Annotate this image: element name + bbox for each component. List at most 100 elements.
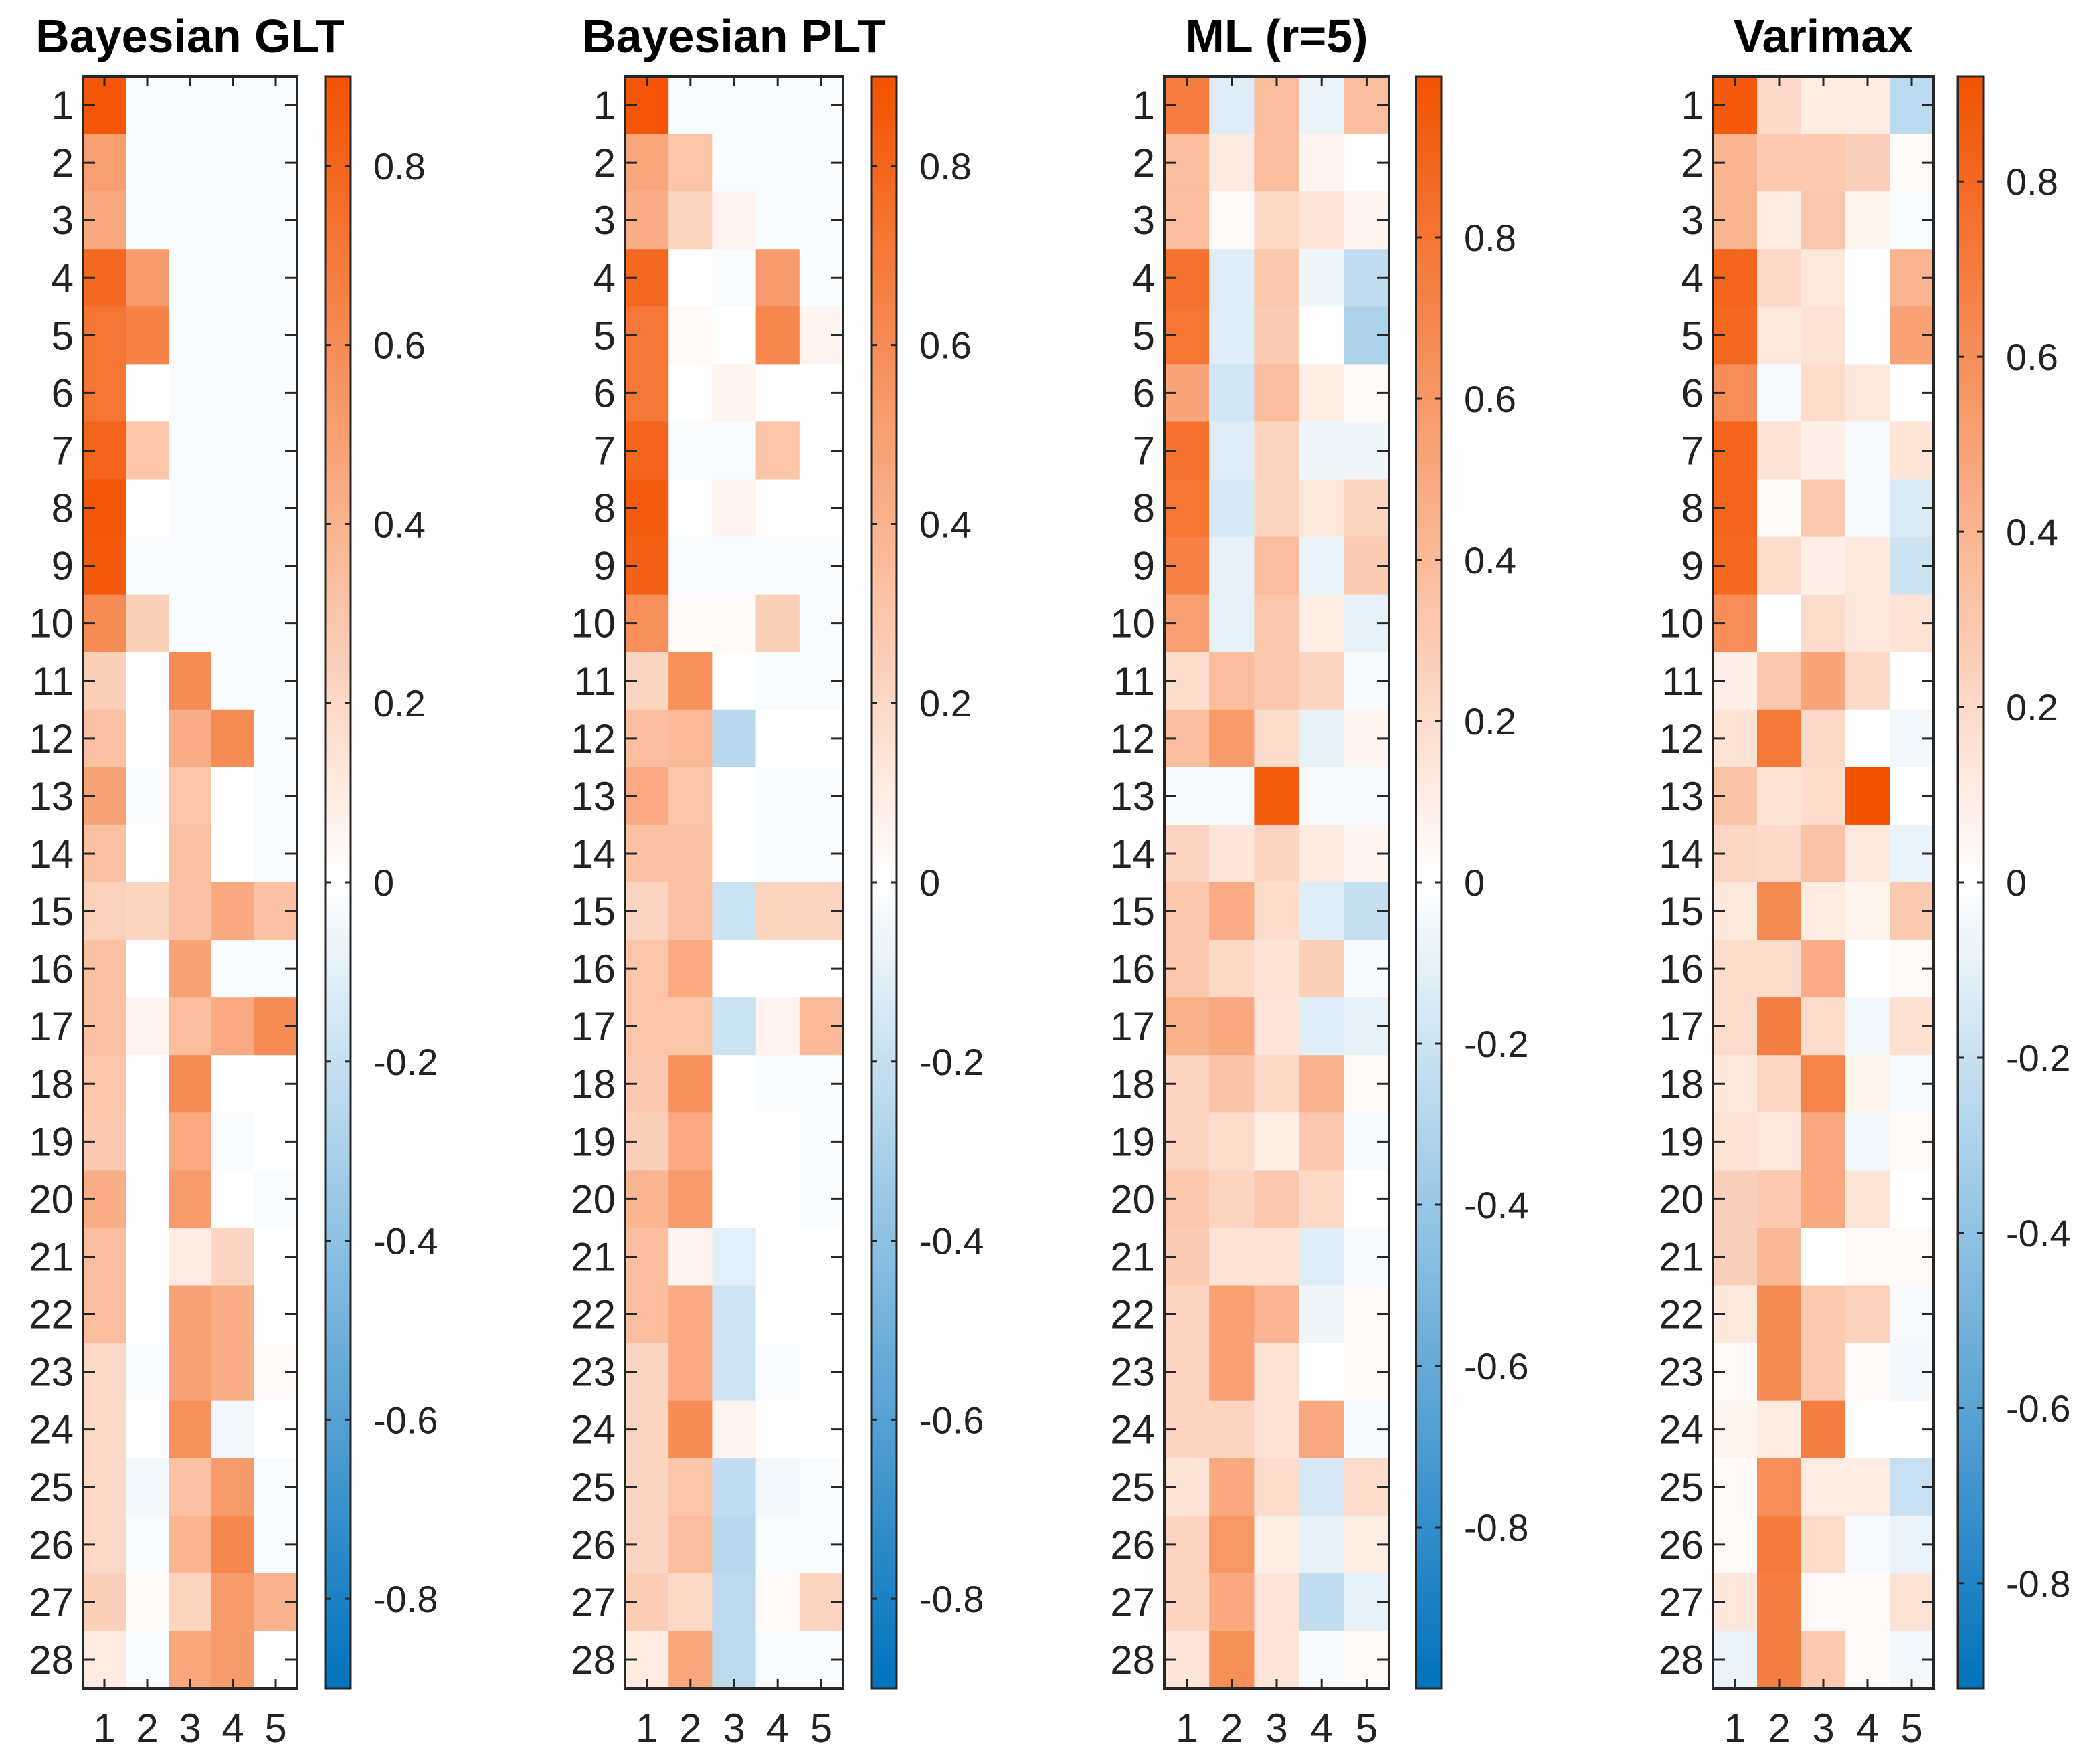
heatmap-cell <box>755 882 800 941</box>
row-tick-label: 5 <box>1681 313 1704 358</box>
heatmap-cell <box>712 1228 757 1286</box>
heatmap-cell <box>1845 1112 1890 1171</box>
heatmap-cell <box>211 824 255 883</box>
heatmap-cell <box>712 1285 757 1344</box>
heatmap-cell <box>668 1400 713 1459</box>
heatmap-cell <box>668 1170 713 1229</box>
heatmap-cell <box>1254 997 1300 1056</box>
heatmap-cell <box>1299 1228 1345 1286</box>
heatmap-cell <box>169 709 212 768</box>
heatmap-cell <box>712 997 757 1056</box>
heatmap-cell <box>755 652 800 710</box>
heatmap-cell <box>1845 249 1890 307</box>
heatmap-cell <box>1209 421 1255 480</box>
heatmap-cell <box>755 1055 800 1113</box>
heatmap-cell <box>1299 1515 1345 1574</box>
heatmap-cell <box>211 364 255 423</box>
heatmap-cell <box>755 306 800 365</box>
heatmap-cell <box>211 421 255 480</box>
heatmap-cell <box>126 1343 169 1401</box>
heatmap-cell <box>1757 421 1802 480</box>
heatmap-cell <box>1845 306 1890 365</box>
row-tick-label: 18 <box>1659 1062 1704 1106</box>
heatmap-cell <box>1801 249 1846 307</box>
heatmap-cell <box>169 767 212 825</box>
heatmap-cell <box>1845 824 1890 883</box>
heatmap-cell <box>1845 940 1890 998</box>
heatmap-cell <box>1801 1055 1846 1113</box>
heatmap-cell <box>1254 1112 1300 1171</box>
row-tick-label: 17 <box>571 1004 616 1049</box>
row-tick-label: 23 <box>29 1350 74 1395</box>
colorbar-tick-label: -0.8 <box>919 1578 984 1620</box>
col-tick-label: 4 <box>1856 1706 1878 1751</box>
heatmap-cell <box>1209 1170 1255 1229</box>
heatmap-cell <box>126 249 169 307</box>
row-tick-label: 11 <box>1662 659 1704 704</box>
heatmap-cell <box>712 882 757 941</box>
heatmap-cell <box>211 594 255 653</box>
heatmap-cell <box>1299 249 1345 307</box>
col-tick-label: 2 <box>679 1706 701 1751</box>
colorbar-tick-label: -0.6 <box>919 1399 984 1441</box>
heatmap-cell <box>1299 1573 1345 1632</box>
colorbar-tick-label: -0.2 <box>2006 1037 2071 1079</box>
heatmap-cell <box>1845 536 1890 595</box>
heatmap-cell <box>755 191 800 250</box>
heatmap-cell <box>755 1285 800 1344</box>
row-tick-label: 21 <box>29 1234 74 1279</box>
row-tick-label: 24 <box>29 1407 74 1452</box>
colorbar-tick-label: 0.8 <box>373 145 426 187</box>
heatmap-cell <box>668 1285 713 1344</box>
heatmap-panel-1: Bayesian GLT1234567891011121314151617181… <box>29 10 438 1751</box>
heatmap-cell <box>211 1458 255 1516</box>
heatmap-cell <box>126 709 169 768</box>
colorbar-tick-label: 0.4 <box>2006 511 2058 553</box>
row-tick-label: 27 <box>29 1580 74 1625</box>
colorbar-tick-label: -0.6 <box>373 1399 438 1441</box>
heatmap-cell <box>1209 1400 1255 1459</box>
heatmap-cell <box>211 134 255 192</box>
heatmap-cell <box>712 134 757 192</box>
heatmap-cell <box>755 997 800 1056</box>
row-tick-label: 17 <box>29 1004 74 1049</box>
heatmap-cell <box>126 536 169 595</box>
row-tick-label: 1 <box>594 83 616 128</box>
heatmap-cell <box>712 1458 757 1516</box>
heatmap-cell <box>169 1343 212 1401</box>
colorbar-tick-label: -0.4 <box>1464 1184 1529 1226</box>
heatmap-cell <box>712 191 757 250</box>
heatmap-cell <box>1209 652 1255 710</box>
row-tick-label: 14 <box>29 831 74 876</box>
row-tick-label: 13 <box>29 774 74 819</box>
heatmap-cell <box>1254 1343 1300 1401</box>
heatmap-cell <box>1801 940 1846 998</box>
colorbar-tick-label: -0.2 <box>919 1041 984 1083</box>
row-tick-label: 3 <box>1133 198 1155 243</box>
heatmap-cell <box>1845 1285 1890 1344</box>
heatmap-cell <box>1209 1458 1255 1516</box>
col-tick-label: 4 <box>767 1706 789 1751</box>
col-tick-label: 4 <box>221 1706 244 1751</box>
heatmap-cell <box>755 364 800 423</box>
heatmap-cell <box>1299 652 1345 710</box>
row-tick-label: 6 <box>1681 371 1704 415</box>
heatmap-cell <box>211 1170 255 1229</box>
heatmap-cell <box>1299 191 1345 250</box>
row-tick-label: 16 <box>29 947 74 991</box>
heatmap-cell <box>1209 1343 1255 1401</box>
heatmap-cell <box>1801 652 1846 710</box>
row-tick-label: 20 <box>1659 1177 1704 1221</box>
heatmap-cell <box>712 1573 757 1632</box>
heatmap-cell <box>1845 1055 1890 1113</box>
heatmap-cell <box>1299 364 1345 423</box>
heatmap-cell <box>668 652 713 710</box>
heatmap-cell <box>755 249 800 307</box>
heatmap-cell <box>1757 1573 1802 1632</box>
heatmap-cell <box>712 76 757 134</box>
col-tick-label: 3 <box>1265 1706 1287 1751</box>
col-tick-label: 1 <box>1176 1706 1198 1751</box>
heatmap-cell <box>126 1573 169 1632</box>
heatmap-cell <box>1254 76 1300 134</box>
